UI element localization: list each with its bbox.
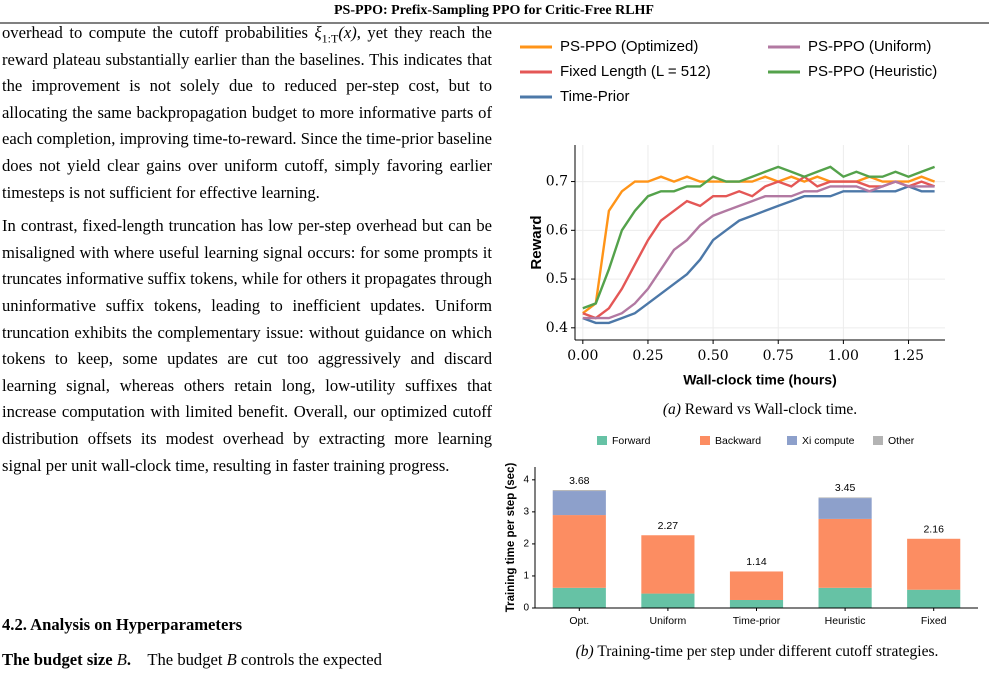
legend-label: PS-PPO (Uniform) — [808, 38, 931, 55]
total-label: 2.16 — [923, 524, 944, 536]
legend-label: PS-PPO (Optimized) — [560, 38, 698, 55]
legend-label: Time-Prior — [560, 88, 629, 105]
caption: (a) Reward vs Wall-clock time. — [663, 401, 857, 418]
total-label: 3.45 — [835, 482, 856, 494]
running-title: PS-PPO: Prefix-Sampling PPO for Critic-F… — [334, 3, 654, 18]
legend-swatch — [597, 436, 607, 445]
paragraph: In contrast, fixed-length truncation has… — [2, 213, 492, 479]
total-label: 1.14 — [746, 556, 767, 568]
bar-segment — [729, 599, 784, 608]
section-heading: 4.2. Analysis on Hyperparameters — [2, 615, 243, 634]
series-line — [582, 165, 936, 310]
text-column: overhead to compute the cutoff probabili… — [2, 20, 492, 486]
text-span: , yet they reach the reward plateau subs… — [2, 23, 497, 202]
bar-segment — [729, 571, 784, 600]
x-tick-label: 1.00 — [828, 348, 859, 364]
x-tick-label: 0.75 — [763, 348, 794, 364]
bar-segment — [818, 587, 872, 608]
bar-segment — [552, 491, 606, 516]
legend-label: Xi compute — [802, 435, 855, 447]
x-tick-label: 1.25 — [893, 348, 924, 364]
x-tick-label: 0.00 — [567, 348, 598, 364]
legend-swatch — [787, 436, 797, 445]
caption-text: Reward vs Wall-clock time. — [685, 401, 857, 418]
legend-swatch — [873, 436, 883, 445]
x-tick-label: Fixed — [921, 615, 947, 627]
text-span: B — [116, 650, 127, 669]
bar-segment — [552, 587, 606, 608]
legend-label: Backward — [715, 435, 761, 447]
text-span: 1:T — [321, 31, 339, 46]
y-tick-label: 0.6 — [546, 222, 568, 238]
caption-label: (b) — [576, 643, 594, 660]
text-span: In contrast, fixed-length truncation has… — [2, 216, 497, 475]
caption-text: Training-time per step under different c… — [597, 643, 938, 660]
bar-segment — [552, 515, 606, 588]
x-tick-label: 0.25 — [632, 348, 663, 364]
legend-label: Forward — [612, 435, 651, 447]
caption-label: (a) — [663, 401, 681, 418]
text-span: The budget — [131, 650, 227, 669]
y-tick-label: 0.4 — [546, 320, 568, 336]
legend-label: Fixed Length (L = 512) — [560, 63, 711, 80]
bar-segment — [818, 518, 872, 588]
series-line — [582, 180, 935, 320]
y-tick-label: 0.5 — [546, 271, 568, 287]
x-tick-label: Time-prior — [733, 615, 781, 627]
y-tick-label: 2 — [523, 539, 529, 550]
text-span: The budget size — [2, 650, 117, 669]
paragraph: overhead to compute the cutoff probabili… — [2, 20, 492, 206]
bar-segment — [818, 498, 872, 519]
text-span: ξ — [314, 23, 322, 42]
y-tick-label: 3 — [523, 507, 529, 518]
text-span: . — [126, 650, 132, 669]
x-tick-label: Heuristic — [825, 615, 866, 627]
x-tick-label: 0.50 — [698, 348, 729, 364]
bar-segment — [641, 593, 695, 608]
bar-segment — [907, 589, 961, 608]
series-line — [582, 185, 935, 325]
bar-segment — [907, 538, 961, 590]
series-line — [582, 175, 936, 315]
bar-segment — [641, 535, 695, 594]
bar-segment — [818, 497, 872, 499]
total-label: 3.68 — [569, 475, 590, 487]
bar-segment — [552, 490, 606, 492]
text-span: controls the expected — [236, 650, 382, 669]
y-tick-label: 0.7 — [546, 174, 568, 190]
caption: (b) Training-time per step under differe… — [576, 643, 939, 660]
x-tick-label: Uniform — [650, 615, 687, 627]
y-tick-label: 4 — [523, 474, 529, 485]
x-axis-label: Wall-clock time (hours) — [683, 372, 837, 388]
series-line — [582, 175, 936, 320]
text-span: (x) — [338, 23, 357, 42]
legend-label: PS-PPO (Heuristic) — [808, 63, 937, 80]
text-span: B — [226, 650, 237, 669]
legend-swatch — [700, 436, 710, 445]
total-label: 2.27 — [658, 520, 679, 532]
legend-label: Other — [888, 435, 915, 447]
y-axis-label: Training time per step (sec) — [505, 463, 517, 613]
y-tick-label: 1 — [523, 571, 529, 582]
text-span: overhead to compute the cutoff probabili… — [2, 23, 315, 42]
y-tick-label: 0 — [523, 603, 529, 614]
paragraph: The budget size B. The budget B controls… — [2, 647, 492, 674]
x-tick-label: Opt. — [569, 615, 589, 627]
y-axis-label: Reward — [528, 215, 545, 269]
